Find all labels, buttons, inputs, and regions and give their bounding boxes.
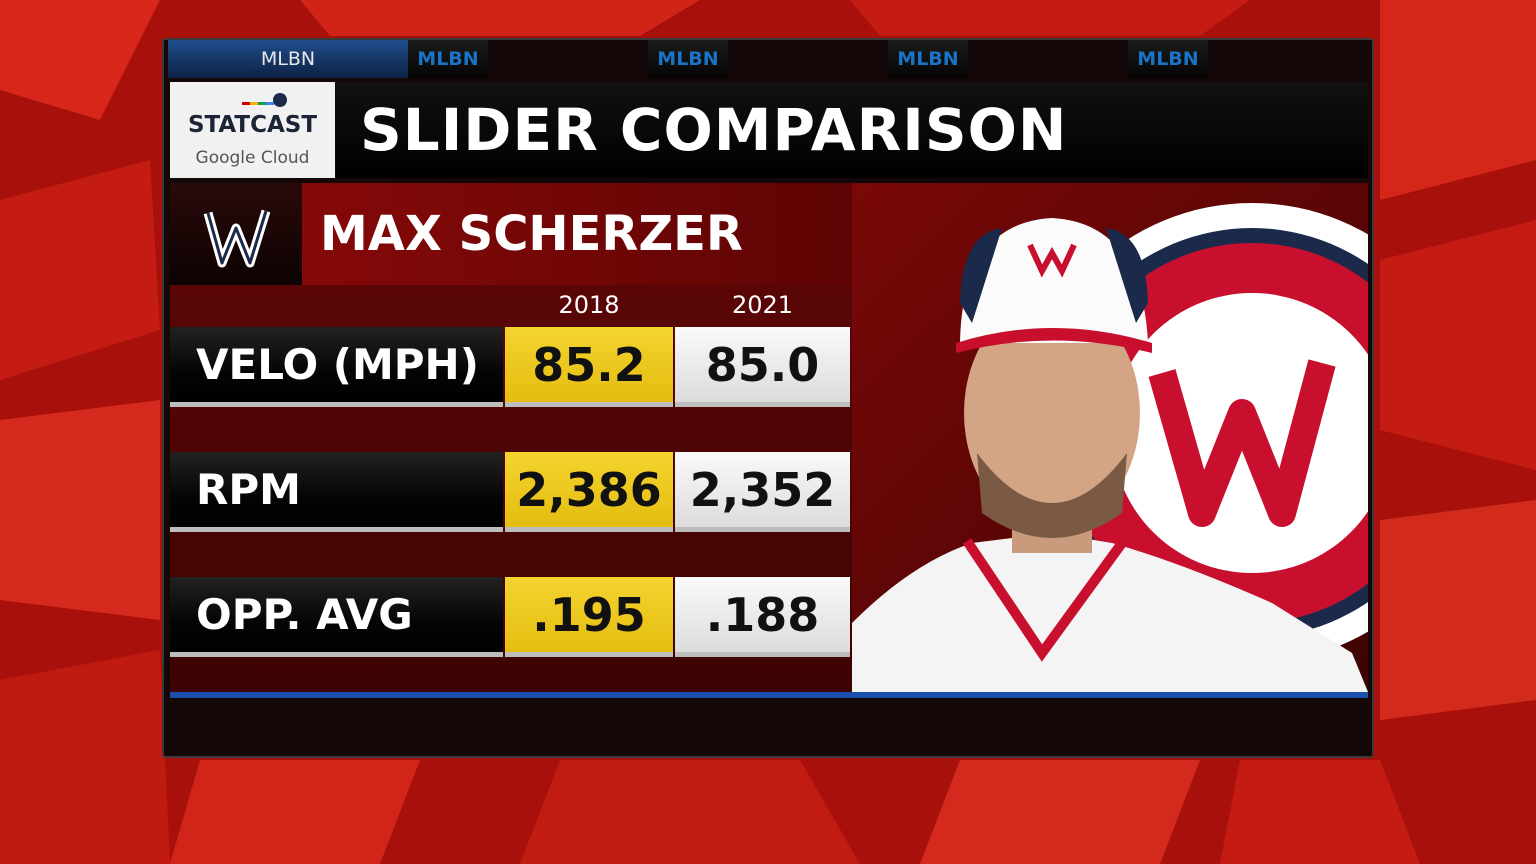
value-2021: 85.0 <box>675 327 850 407</box>
title: SLIDER COMPARISON <box>336 82 1368 178</box>
value-2021: 2,352 <box>675 452 850 532</box>
statcast-logo: STATCAST Google Cloud <box>170 82 335 178</box>
team-logo-art <box>203 209 271 268</box>
player-name: MAX SCHERZER <box>320 206 743 262</box>
row-label: RPM <box>170 452 503 532</box>
tab: MLBN <box>888 40 968 78</box>
logo-sponsor: Google Cloud <box>195 148 310 168</box>
tab: MLBN <box>648 40 728 78</box>
value-2018: .195 <box>505 577 673 657</box>
tab: MLBN <box>408 40 488 78</box>
column-header: 2021 <box>731 291 794 319</box>
value-2018: 2,386 <box>505 452 673 532</box>
value-2018: 85.2 <box>505 327 673 407</box>
tab: MLBN <box>1128 40 1208 78</box>
column-header: 2018 <box>558 291 620 319</box>
row-label: OPP. AVG <box>170 577 503 657</box>
tab: MLBN <box>168 40 408 78</box>
row-label: VELO (MPH) <box>170 327 503 407</box>
team-logo <box>170 183 302 285</box>
player-photo <box>852 183 1368 692</box>
accent-line <box>170 692 1368 698</box>
logo-art <box>242 93 287 107</box>
value-2021: .188 <box>675 577 850 657</box>
logo-name: STATCAST <box>187 112 318 138</box>
